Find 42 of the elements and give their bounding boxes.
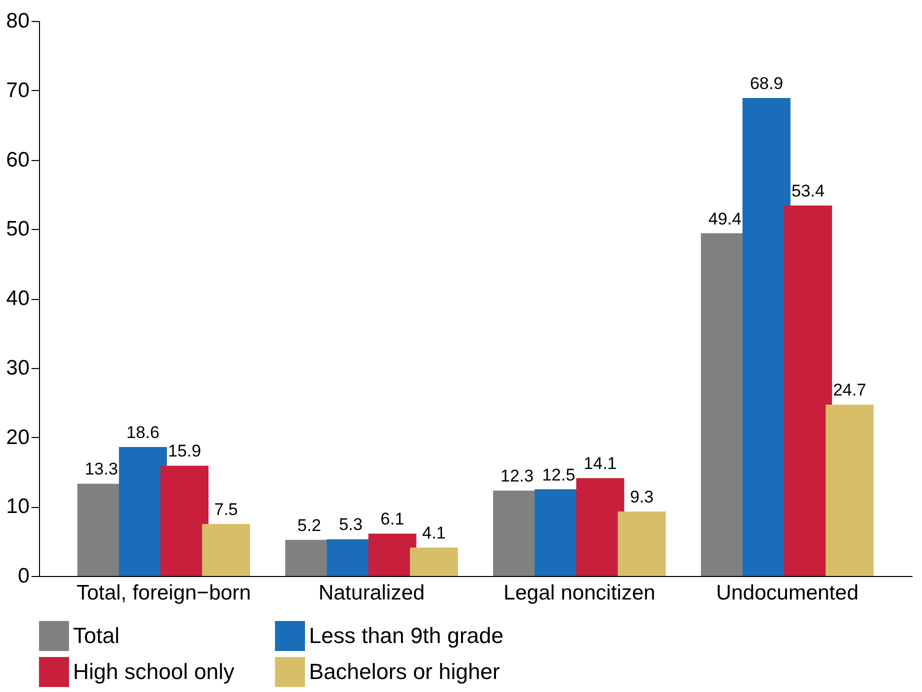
bar xyxy=(784,206,832,576)
bar xyxy=(368,534,416,576)
y-tick-label: 70 xyxy=(6,78,30,102)
x-tick-label: Total, foreign−born xyxy=(76,582,251,604)
data-label: 5.3 xyxy=(338,515,363,534)
data-label: 4.1 xyxy=(422,524,446,543)
y-tick-label: 80 xyxy=(6,10,30,32)
x-tick-label: Undocumented xyxy=(716,582,859,604)
y-tick-label: 50 xyxy=(6,218,30,241)
bar xyxy=(410,548,458,576)
data-label: 12.3 xyxy=(500,466,534,486)
y-tick-label: 10 xyxy=(6,495,30,518)
x-tick-label: Naturalized xyxy=(318,582,425,604)
data-label: 49.4 xyxy=(708,209,742,228)
y-tick-label: 0 xyxy=(18,564,30,588)
legend-label: Total xyxy=(73,623,120,648)
bar xyxy=(202,524,250,576)
data-label: 6.1 xyxy=(380,510,404,529)
legend-label: Less than 9th grade xyxy=(309,623,504,648)
data-label: 7.5 xyxy=(214,500,238,519)
data-label: 5.2 xyxy=(297,516,322,535)
y-tick-label: 40 xyxy=(6,287,30,310)
data-label: 13.3 xyxy=(84,460,118,479)
y-tick-label: 60 xyxy=(6,148,30,172)
data-label: 15.9 xyxy=(168,442,202,461)
bar xyxy=(576,478,624,576)
data-label: 68.9 xyxy=(750,74,784,94)
data-label: 14.1 xyxy=(584,454,617,474)
bar xyxy=(826,404,874,576)
y-tick-label: 30 xyxy=(6,356,30,380)
bar xyxy=(618,511,666,576)
data-label: 53.4 xyxy=(792,182,825,201)
x-tick-label: Legal noncitizen xyxy=(504,582,656,604)
data-label: 9.3 xyxy=(630,487,654,506)
legend-label: High school only xyxy=(73,659,234,684)
y-tick-label: 20 xyxy=(6,426,30,449)
data-label: 18.6 xyxy=(126,422,160,442)
bar xyxy=(742,98,790,576)
data-label: 12.5 xyxy=(542,465,576,484)
legend-label: Bachelors or higher xyxy=(309,659,500,684)
data-label: 24.7 xyxy=(833,380,866,400)
bar xyxy=(160,466,208,576)
